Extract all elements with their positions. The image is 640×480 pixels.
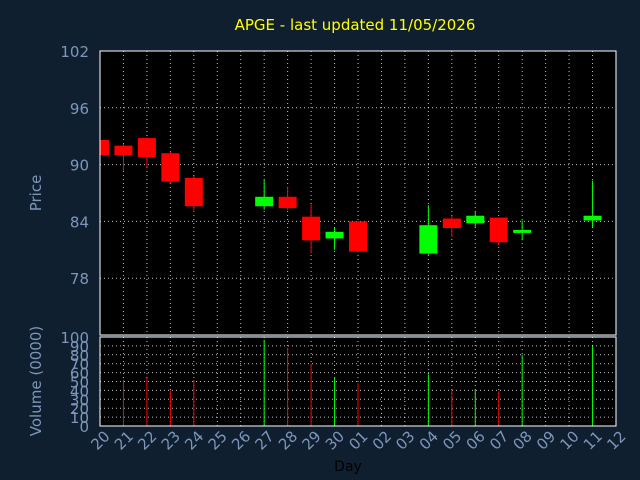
price-plot-frame [99, 50, 617, 336]
candle-body [325, 231, 344, 239]
volume-tick-label: 40 [70, 382, 89, 400]
volume-tick-label: 50 [70, 374, 89, 392]
volume-tick-label: 90 [70, 338, 89, 356]
x-axis-label: Day [334, 459, 362, 475]
candle-body [161, 153, 180, 182]
candle-body [489, 217, 508, 243]
price-plot-area [100, 51, 616, 335]
candle-body [278, 196, 297, 209]
volume-axis-label: Volume (0000) [27, 326, 45, 436]
candle-body [302, 216, 321, 241]
candle-body [513, 229, 532, 233]
volume-plot-frame [99, 336, 617, 427]
volume-tick-label: 100 [60, 329, 89, 347]
price-tick-label: 84 [70, 213, 89, 231]
candle-body [255, 196, 274, 207]
candle-body [442, 218, 461, 229]
volume-tick-label: 60 [70, 365, 89, 383]
price-panel: 78 84 90 96 102 [60, 43, 617, 336]
volume-tick-label: 10 [70, 409, 89, 427]
price-tick-label: 96 [70, 100, 89, 118]
price-axis-label: Price [27, 175, 45, 212]
chart-title: APGE - last updated 11/05/2026 [235, 16, 476, 34]
candle-body [114, 145, 133, 156]
volume-tick-label: 30 [70, 391, 89, 409]
volume-tick-label: 20 [70, 400, 89, 418]
price-tick-label: 78 [70, 270, 89, 288]
volume-tick-label: 0 [79, 418, 89, 436]
price-tick-label: 90 [70, 157, 89, 175]
candle-body [349, 221, 367, 252]
volume-tick-label: 80 [70, 347, 89, 365]
candle-body [583, 215, 602, 221]
candle-body [419, 225, 438, 254]
price-tick-label: 102 [60, 43, 89, 61]
candle-body [184, 177, 203, 207]
candle-body [466, 215, 485, 224]
candle-body [100, 139, 109, 156]
candle-body [137, 138, 156, 158]
volume-tick-label: 70 [70, 356, 89, 374]
